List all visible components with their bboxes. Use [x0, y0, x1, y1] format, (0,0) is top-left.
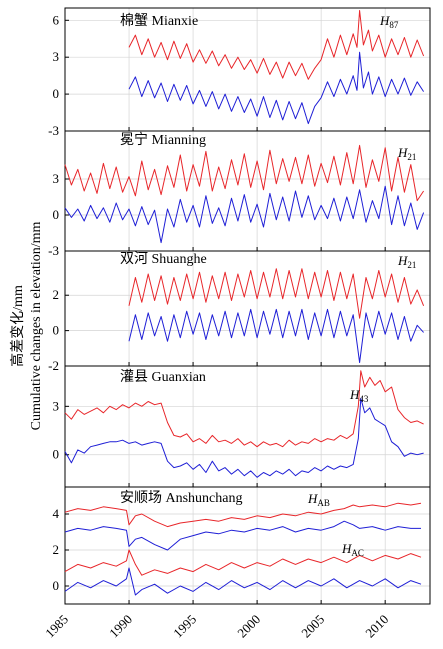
y-tick-label: 3	[53, 398, 60, 413]
series-line-lower	[64, 397, 424, 478]
x-tick-label: 1985	[42, 612, 71, 641]
series-line-lower	[64, 567, 422, 596]
panel-2: -3 0 3 冕宁 Mianning H21	[48, 130, 431, 258]
y-tick-label: -2	[48, 358, 59, 373]
series-line-upper	[64, 549, 422, 576]
series-label: H43	[349, 387, 369, 404]
panel-5: 0 2 4 安顺场 Anshunchang HAB HAC	[53, 486, 431, 605]
y-tick-label: 3	[53, 49, 60, 64]
series-line-lower	[128, 51, 425, 125]
series-label: H87	[379, 13, 399, 30]
x-tick-label: 2000	[234, 612, 263, 641]
y-tick-label: 3	[53, 171, 60, 186]
chart-panels: -3 0 3 6 棉蟹 Mianxie H87 -3 0 3 冕宁 Mianning H21 -2 0 2…	[48, 7, 431, 605]
panel-4: 0 3 灌县 Guanxian H43	[53, 365, 431, 488]
series-line-lower	[128, 308, 424, 363]
y-tick-label: 0	[53, 578, 60, 593]
panel-frame	[64, 486, 431, 605]
y-tick-label: -3	[48, 243, 59, 258]
y-tick-label: 4	[53, 506, 60, 521]
series-line-upper	[64, 370, 424, 448]
series-line-upper	[128, 10, 425, 80]
y-tick-label: 6	[53, 12, 60, 27]
y-tick-label: 0	[53, 323, 60, 338]
y-tick-label: 2	[53, 542, 60, 557]
y-tick-label: -3	[48, 123, 59, 138]
y-axis-label-en: Cumulative changes in elevation/mm	[29, 222, 44, 431]
station-label: 灌县 Guanxian	[120, 369, 206, 385]
x-tick-label: 1990	[106, 612, 135, 641]
panel-3: -2 0 2 双河 Shuanghe H21	[48, 250, 431, 373]
series-line-upper	[64, 502, 422, 528]
y-tick-label: 0	[53, 447, 60, 462]
y-axis-label-cn: 高差变化/mm	[9, 285, 26, 367]
y-tick-label: 0	[53, 207, 60, 222]
x-tick-label: 1995	[170, 612, 199, 641]
series-label-ab: HAB	[307, 491, 330, 508]
y-tick-label: 2	[53, 287, 60, 302]
panel-frame	[64, 130, 431, 252]
panel-frame	[64, 250, 431, 367]
station-label: 安顺场 Anshunchang	[120, 490, 243, 506]
series-line-lower	[64, 520, 421, 551]
series-line-upper	[128, 268, 425, 319]
station-label: 冕宁 Mianning	[120, 131, 206, 148]
station-label: 棉蟹 Mianxie	[120, 12, 198, 29]
y-tick-label: 0	[53, 86, 60, 101]
x-tick-label: 2005	[298, 612, 327, 641]
station-label: 双河 Shuanghe	[120, 251, 207, 267]
series-label-ac: HAC	[341, 541, 364, 558]
series-line-upper	[64, 144, 425, 202]
panel-1: -3 0 3 6 棉蟹 Mianxie H87	[48, 7, 431, 138]
series-line-lower	[64, 185, 425, 244]
x-tick-label: 2010	[362, 612, 391, 641]
series-label: H21	[397, 145, 416, 162]
series-label: H21	[397, 253, 416, 270]
x-axis: 1985 1990 1995 2000 2005 2010	[42, 612, 391, 641]
